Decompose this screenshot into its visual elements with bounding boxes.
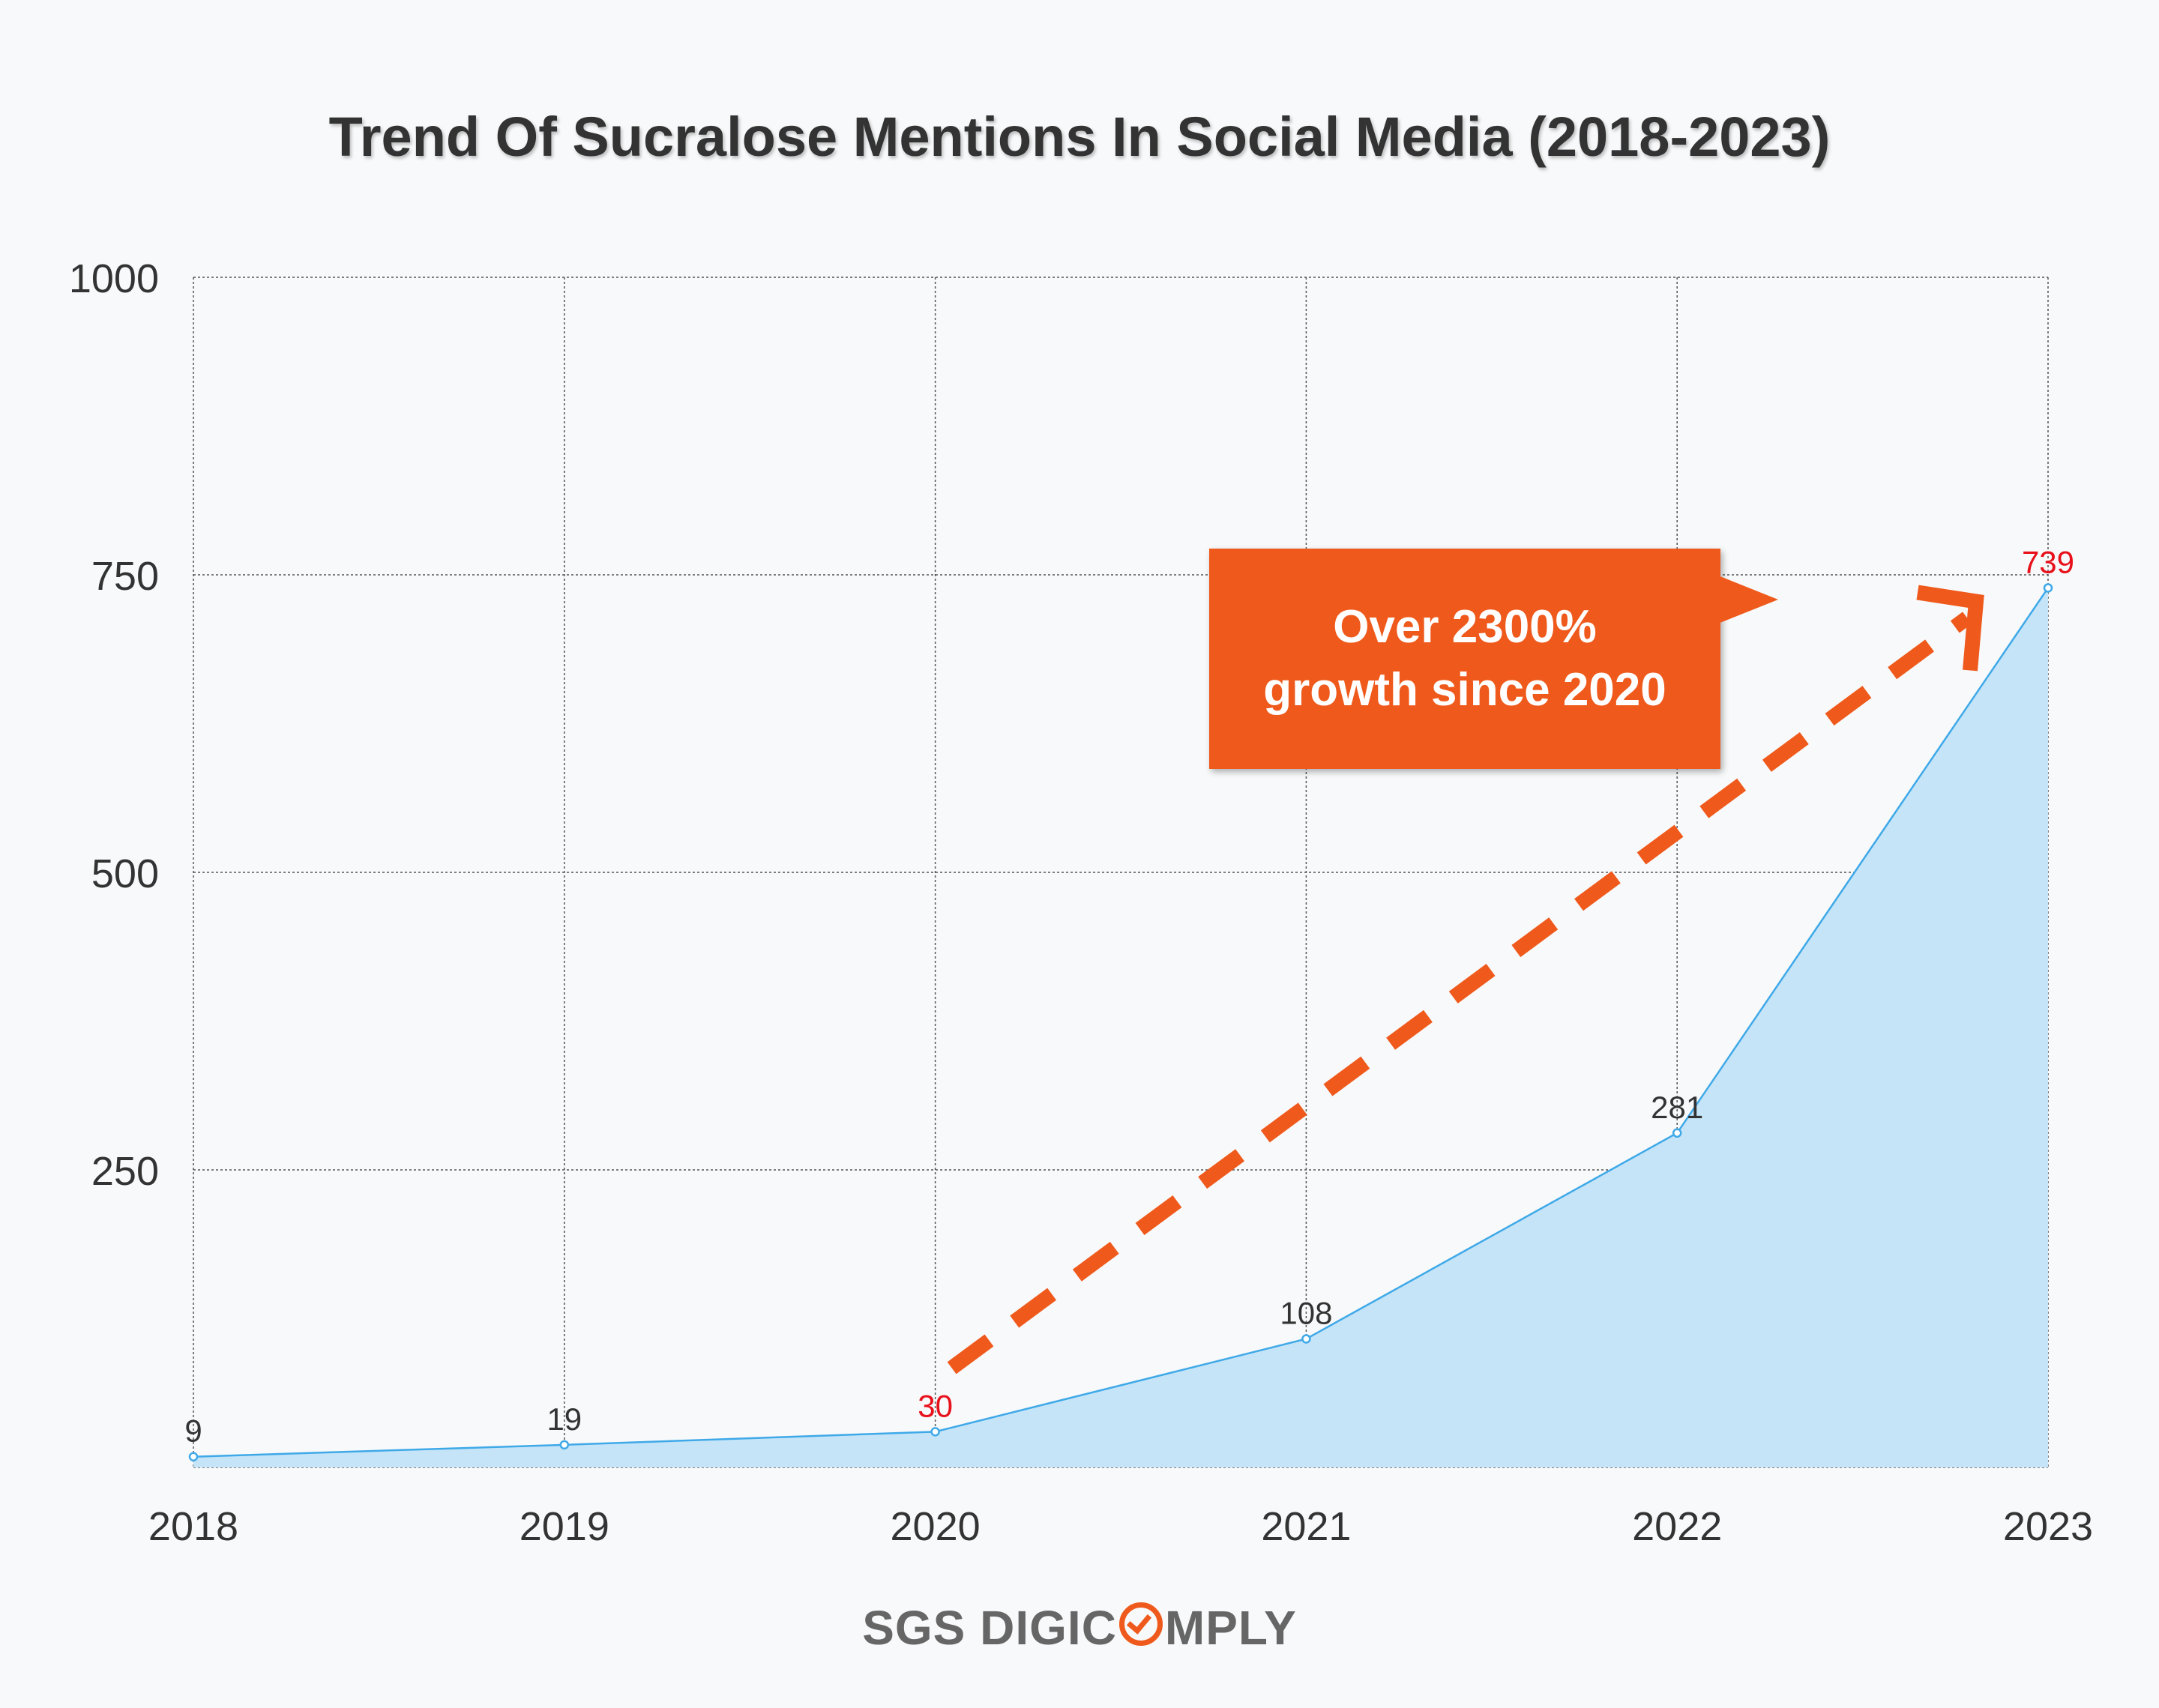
brand-logo: SGS DIGIC MPLY [0, 1600, 2159, 1656]
x-tick-label-2018: 2018 [148, 1504, 238, 1549]
data-point-2022 [1672, 1128, 1682, 1138]
data-label-2019: 19 [546, 1401, 582, 1437]
data-point-2019 [559, 1440, 570, 1450]
data-point-2018 [188, 1452, 199, 1461]
data-label-2020: 30 [918, 1388, 953, 1423]
data-label-2022: 281 [1651, 1090, 1703, 1125]
data-point-2023 [2043, 583, 2053, 593]
growth-callout: Over 2300% growth since 2020 [1209, 549, 1720, 769]
data-point-2021 [1301, 1334, 1311, 1344]
y-tick-label: 250 [91, 1149, 159, 1194]
data-label-2018: 9 [184, 1413, 202, 1449]
trend-layer [947, 585, 1984, 1374]
x-tick-label-2023: 2023 [2003, 1504, 2093, 1549]
data-point-2020 [930, 1427, 940, 1437]
brand-suffix: MPLY [1164, 1601, 1297, 1655]
label-layer: 250 500 750 1000 9 2018 19 2019 30 2020 108 2021 281… [69, 256, 2093, 1549]
data-label-2023: 739 [2022, 544, 2074, 579]
area-fill [193, 588, 2048, 1467]
callout-line-1: Over 2300% [1333, 601, 1597, 654]
area-layer [188, 583, 2053, 1467]
y-tick-label: 750 [91, 554, 159, 599]
x-tick-label-2019: 2019 [520, 1504, 609, 1549]
brand-prefix: SGS DIGIC [862, 1601, 1117, 1655]
callout-line-2: growth since 2020 [1263, 664, 1666, 716]
series-line [193, 587, 2050, 1458]
y-tick-label: 1000 [69, 256, 159, 301]
growth-arrow-head [1916, 585, 1984, 672]
data-label-2021: 108 [1280, 1295, 1332, 1330]
callout-pointer [1718, 576, 1778, 624]
chart-title: Trend Of Sucralose Mentions In Social Me… [328, 106, 1831, 168]
growth-trend-line [947, 612, 1972, 1374]
x-tick-label-2022: 2022 [1632, 1504, 1722, 1549]
y-tick-label: 500 [91, 851, 159, 896]
brand-check-icon [1118, 1602, 1163, 1646]
x-tick-label-2020: 2020 [891, 1504, 981, 1549]
x-tick-label-2021: 2021 [1261, 1504, 1351, 1549]
